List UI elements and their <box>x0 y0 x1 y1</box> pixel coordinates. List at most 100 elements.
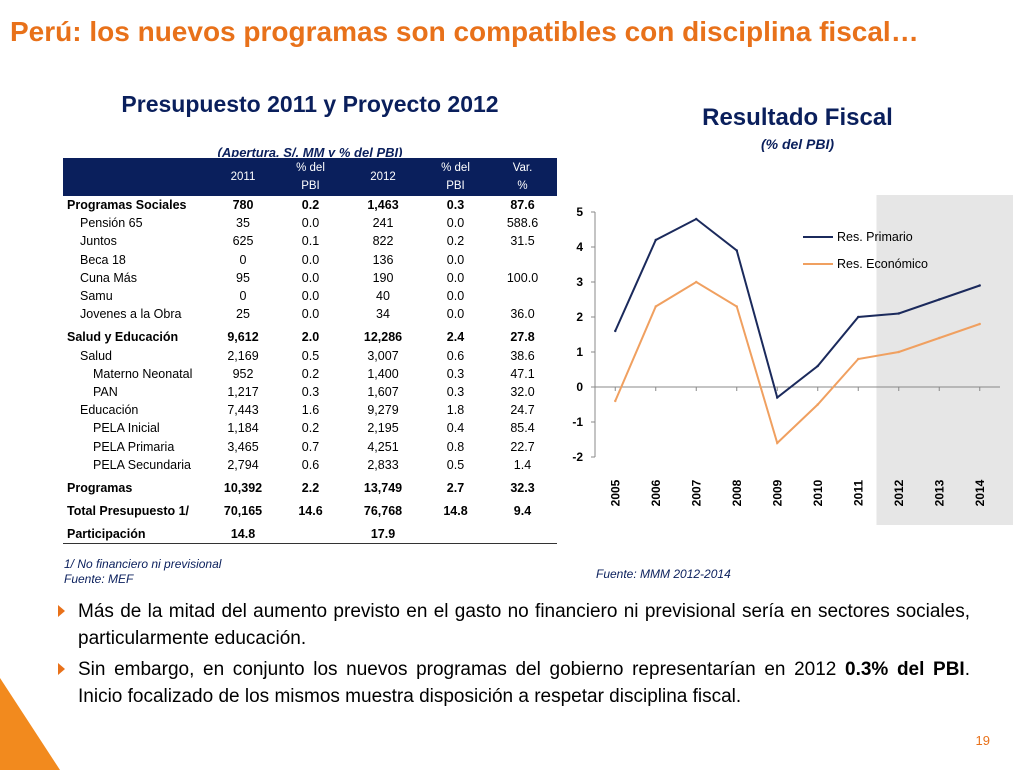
table-cell: 0.1 <box>301 234 320 249</box>
header-text: 2011 <box>230 171 256 183</box>
table-row: Programas Sociales 780 0.2 1,463 0.3 87.6 <box>63 196 557 214</box>
table-cell: 0.3 <box>301 384 320 399</box>
series-line-economico <box>614 280 981 445</box>
table-cell: 2,195 <box>367 421 399 436</box>
table-cell: 3,465 <box>227 439 259 454</box>
header-pct-2011: % del PBI <box>278 158 343 196</box>
table-cell: 40 <box>376 289 390 304</box>
bullet-text: Más de la mitad del aumento previsto en … <box>78 601 970 649</box>
header-pct-2012: % del PBI <box>423 158 488 196</box>
table-cell: 38.6 <box>510 348 535 363</box>
legend-label: Res. Primario <box>837 230 913 244</box>
row-label: Materno Neonatal <box>93 366 193 381</box>
bullet-item: Sin embargo, en conjunto los nuevos prog… <box>58 656 970 710</box>
table-cell: 0.0 <box>446 270 465 285</box>
table-cell: 0.8 <box>446 439 465 454</box>
table-cell: 31.5 <box>510 234 535 249</box>
table-cell: 32.3 <box>510 480 535 495</box>
table-cell: 9,279 <box>367 403 399 418</box>
x-tick-label: 2007 <box>689 479 703 506</box>
table-notes: 1/ No financiero ni previsional Fuente: … <box>64 557 221 587</box>
data-point <box>816 364 819 368</box>
bullet-emphasis: 0.3% del PBI <box>845 659 965 680</box>
table-cell: 14.6 <box>298 504 323 519</box>
table-footnote: 1/ No financiero ni previsional <box>64 557 222 571</box>
row-label: Cuna Más <box>80 270 137 285</box>
header-2012: 2012 <box>343 158 423 196</box>
corner-decoration <box>0 678 60 770</box>
data-point <box>938 336 941 340</box>
table-cell: 9.4 <box>513 504 532 519</box>
row-label: Beca 18 <box>80 252 126 267</box>
y-tick-label: 2 <box>576 310 583 324</box>
table-cell: 10,392 <box>223 480 263 495</box>
table-cell: 1,607 <box>367 384 399 399</box>
x-tick-label: 2008 <box>730 479 744 506</box>
table-cell: 24.7 <box>510 403 535 418</box>
table-cell: 0.3 <box>446 198 465 213</box>
y-tick-label: -1 <box>572 415 583 429</box>
data-point <box>816 403 819 406</box>
header-label <box>63 158 208 196</box>
row-label: Participación <box>63 520 208 545</box>
table-cell: 0.2 <box>446 234 465 249</box>
table-cell: 14.8 <box>443 504 468 519</box>
table-row: PAN 1,217 0.3 1,607 0.3 32.0 <box>63 383 557 401</box>
table-cell: 70,165 <box>223 504 263 519</box>
y-tick-label: 4 <box>576 240 583 254</box>
table-cell: 1.4 <box>513 457 532 472</box>
row-label: Educación <box>80 403 139 418</box>
row-label: PELA Primaria <box>93 439 175 454</box>
row-label: Programas Sociales <box>67 198 187 213</box>
table-cell: 0.0 <box>301 252 320 267</box>
table-cell: 0.6 <box>301 457 320 472</box>
x-tick-label: 2005 <box>608 479 622 506</box>
table-cell: 4,251 <box>367 439 399 454</box>
data-point <box>897 350 900 354</box>
table-cell: 0 <box>239 252 247 267</box>
table-cell: 2,833 <box>367 457 399 472</box>
table-cell: 0.0 <box>446 307 465 322</box>
legend-label: Res. Económico <box>837 257 928 271</box>
table-row: Programas 10,392 2.2 13,749 2.7 32.3 <box>63 474 557 497</box>
table-cell: 241 <box>372 216 394 231</box>
slide-title: Perú: los nuevos programas son compatibl… <box>10 16 919 47</box>
table-cell: 1,217 <box>227 384 259 399</box>
table-cell: 100.0 <box>506 270 539 285</box>
table-cell: 952 <box>232 366 254 381</box>
table-cell: 27.8 <box>510 330 535 345</box>
table-cell: 780 <box>232 198 254 213</box>
header-text: % del <box>296 162 325 174</box>
table-cell: 0.0 <box>301 289 320 304</box>
table-cell: 25 <box>236 307 250 322</box>
table-cell: 3,007 <box>367 348 399 363</box>
table-row: Salud 2,169 0.5 3,007 0.6 38.6 <box>63 347 557 365</box>
header-text: Var. <box>512 162 533 174</box>
data-point <box>978 322 981 326</box>
table-cell: 190 <box>372 270 394 285</box>
x-tick-label: 2014 <box>973 479 987 506</box>
table-row: Beca 18 0 0.0 136 0.0 <box>63 251 557 269</box>
y-tick-label: -2 <box>572 450 583 464</box>
table-cell: 1,463 <box>367 198 399 213</box>
table-source: Fuente: MEF <box>64 572 134 586</box>
table-cell: 0.0 <box>446 289 465 304</box>
table-cell: 822 <box>372 234 394 249</box>
bullet-arrow-icon <box>58 663 65 675</box>
data-point <box>897 312 900 315</box>
table-cell: 0.3 <box>446 366 465 381</box>
table-cell: 0.4 <box>446 421 465 436</box>
table-cell: 14.8 <box>208 520 278 545</box>
y-tick-label: 1 <box>576 345 583 359</box>
chart-subtitle: (% del PBI) <box>760 136 835 152</box>
table-header-row: 2011 % del PBI 2012 % del PBI Var.% <box>63 158 557 196</box>
table-cell: 85.4 <box>510 421 535 436</box>
table-cell: 32.0 <box>510 384 535 399</box>
data-point <box>654 305 657 308</box>
table-row: PELA Secundaria 2,794 0.6 2,833 0.5 1.4 <box>63 456 557 474</box>
x-tick-label: 2013 <box>932 479 946 506</box>
projection-shading <box>876 195 1013 525</box>
x-tick-label: 2011 <box>851 480 865 506</box>
bullet-item: Más de la mitad del aumento previsto en … <box>58 598 970 652</box>
data-point <box>614 329 617 333</box>
